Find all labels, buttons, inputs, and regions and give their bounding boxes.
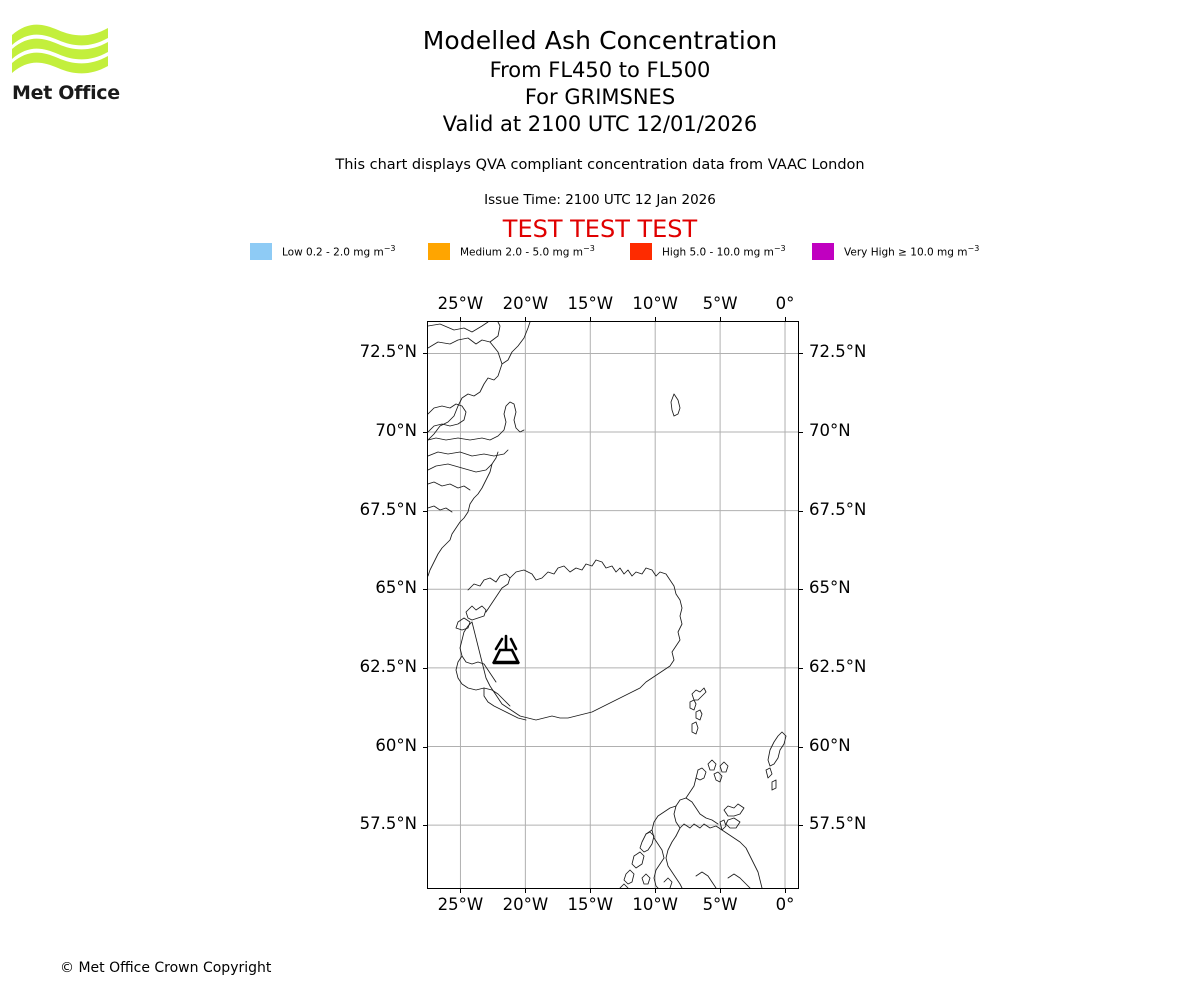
tick-lat-left-6 bbox=[423, 825, 427, 827]
legend-item-2: High 5.0 - 10.0 mg m−3 bbox=[630, 241, 786, 261]
lon-label-bottom-3: 10°W bbox=[632, 895, 678, 914]
legend-swatch-0 bbox=[250, 242, 272, 260]
legend-item-0: Low 0.2 - 2.0 mg m−3 bbox=[250, 241, 395, 261]
tick-lon-bottom-0 bbox=[460, 889, 462, 893]
lat-label-left-1: 70°N bbox=[375, 421, 417, 441]
tick-lat-left-0 bbox=[423, 353, 427, 355]
tick-lat-right-3 bbox=[799, 589, 803, 591]
lat-label-right-6: 57.5°N bbox=[809, 814, 867, 834]
lat-label-right-3: 65°N bbox=[809, 578, 851, 598]
legend-label-3: Very High ≥ 10.0 mg m−3 bbox=[844, 243, 980, 259]
lat-label-right-2: 67.5°N bbox=[809, 499, 867, 519]
lon-label-bottom-2: 15°W bbox=[567, 895, 614, 914]
lon-label-top-1: 20°W bbox=[502, 294, 549, 313]
legend-swatch-1 bbox=[428, 242, 450, 260]
lat-label-right-5: 60°N bbox=[809, 735, 851, 755]
legend-label-2: High 5.0 - 10.0 mg m−3 bbox=[662, 243, 786, 259]
tick-lon-bottom-3 bbox=[655, 889, 657, 893]
flight-level-range: From FL450 to FL500 bbox=[489, 58, 711, 82]
tick-lat-left-4 bbox=[423, 667, 427, 669]
tick-lon-top-3 bbox=[655, 317, 657, 321]
lon-label-top-3: 10°W bbox=[632, 294, 678, 313]
tick-lon-top-1 bbox=[525, 317, 527, 321]
legend-item-1: Medium 2.0 - 5.0 mg m−3 bbox=[428, 241, 595, 261]
page-title: Modelled Ash Concentration bbox=[422, 26, 778, 55]
lat-label-left-2: 67.5°N bbox=[359, 499, 417, 519]
tick-lon-bottom-4 bbox=[720, 889, 722, 893]
lat-label-left-4: 62.5°N bbox=[359, 656, 417, 676]
lon-label-bottom-1: 20°W bbox=[502, 895, 549, 914]
lon-label-bottom-5: 0° bbox=[775, 895, 795, 914]
lat-label-left-5: 60°N bbox=[375, 735, 417, 755]
legend-swatch-2 bbox=[630, 242, 652, 260]
tick-lon-top-2 bbox=[590, 317, 592, 321]
lat-label-left-0: 72.5°N bbox=[359, 342, 417, 362]
volcano-name: For GRIMSNES bbox=[524, 85, 676, 109]
tick-lon-top-0 bbox=[460, 317, 462, 321]
tick-lat-left-1 bbox=[423, 432, 427, 434]
legend-label-1: Medium 2.0 - 5.0 mg m−3 bbox=[460, 243, 595, 259]
tick-lon-bottom-1 bbox=[525, 889, 527, 893]
tick-lat-right-1 bbox=[799, 432, 803, 434]
volcano-marker-icon bbox=[491, 634, 521, 665]
met-office-logo: Met Office bbox=[12, 24, 122, 114]
tick-lon-bottom-2 bbox=[590, 889, 592, 893]
map-gridlines bbox=[428, 322, 798, 888]
met-office-logo-text: Met Office bbox=[12, 82, 120, 104]
compliance-note: This chart displays QVA compliant concen… bbox=[335, 157, 865, 173]
tick-lon-top-4 bbox=[720, 317, 722, 321]
lon-label-top-4: 5°W bbox=[702, 294, 738, 313]
lat-label-left-3: 65°N bbox=[375, 578, 417, 598]
lon-label-top-0: 25°W bbox=[437, 294, 484, 313]
legend-swatch-3 bbox=[812, 242, 834, 260]
lat-label-left-6: 57.5°N bbox=[359, 814, 417, 834]
legend-item-3: Very High ≥ 10.0 mg m−3 bbox=[812, 241, 979, 261]
coastlines bbox=[428, 322, 787, 888]
copyright-notice: © Met Office Crown Copyright bbox=[60, 960, 272, 976]
tick-lat-right-0 bbox=[799, 353, 803, 355]
lon-label-bottom-4: 5°W bbox=[702, 895, 738, 914]
lat-label-right-1: 70°N bbox=[809, 421, 851, 441]
tick-lon-bottom-5 bbox=[785, 889, 787, 893]
tick-lat-left-3 bbox=[423, 589, 427, 591]
lon-label-top-5: 0° bbox=[775, 294, 795, 313]
legend-label-0: Low 0.2 - 2.0 mg m−3 bbox=[282, 243, 396, 259]
lon-label-top-2: 15°W bbox=[567, 294, 614, 313]
tick-lat-left-2 bbox=[423, 510, 427, 512]
tick-lat-left-5 bbox=[423, 746, 427, 748]
lat-label-right-4: 62.5°N bbox=[809, 656, 867, 676]
valid-time: Valid at 2100 UTC 12/01/2026 bbox=[442, 112, 758, 136]
tick-lat-right-6 bbox=[799, 825, 803, 827]
map-canvas bbox=[428, 322, 798, 888]
test-watermark: TEST TEST TEST bbox=[502, 215, 698, 243]
tick-lat-right-2 bbox=[799, 510, 803, 512]
map-plot-area[interactable] bbox=[427, 321, 799, 889]
chart-heading: Modelled Ash Concentration From FL450 to… bbox=[0, 28, 1200, 141]
concentration-legend: Low 0.2 - 2.0 mg m−3 Medium 2.0 - 5.0 mg … bbox=[250, 241, 990, 261]
tick-lat-right-4 bbox=[799, 667, 803, 669]
lat-label-right-0: 72.5°N bbox=[809, 342, 867, 362]
tick-lon-top-5 bbox=[785, 317, 787, 321]
met-office-wave-logo-icon bbox=[12, 24, 108, 74]
lon-label-bottom-0: 25°W bbox=[437, 895, 484, 914]
issue-time: Issue Time: 2100 UTC 12 Jan 2026 bbox=[484, 192, 716, 208]
tick-lat-right-5 bbox=[799, 746, 803, 748]
